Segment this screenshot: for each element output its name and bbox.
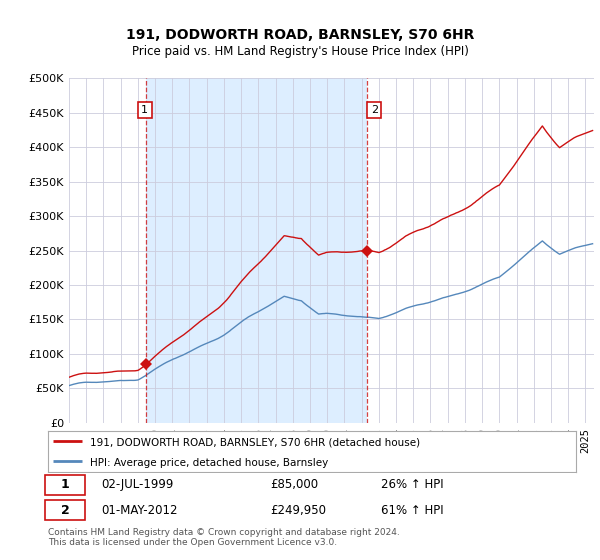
Text: 02-JUL-1999: 02-JUL-1999 <box>101 478 173 492</box>
Text: 26% ↑ HPI: 26% ↑ HPI <box>380 478 443 492</box>
Text: 2: 2 <box>61 503 69 517</box>
Text: 1: 1 <box>141 105 148 115</box>
Text: 191, DODWORTH ROAD, BARNSLEY, S70 6HR: 191, DODWORTH ROAD, BARNSLEY, S70 6HR <box>126 28 474 42</box>
Text: 2: 2 <box>371 105 378 115</box>
Text: £249,950: £249,950 <box>270 503 326 517</box>
Text: 1: 1 <box>61 478 69 492</box>
Bar <box>146 78 367 423</box>
Text: Contains HM Land Registry data © Crown copyright and database right 2024.
This d: Contains HM Land Registry data © Crown c… <box>48 528 400 547</box>
Text: 191, DODWORTH ROAD, BARNSLEY, S70 6HR (detached house): 191, DODWORTH ROAD, BARNSLEY, S70 6HR (d… <box>90 437 421 447</box>
Text: HPI: Average price, detached house, Barnsley: HPI: Average price, detached house, Barn… <box>90 458 328 468</box>
FancyBboxPatch shape <box>46 500 85 520</box>
Text: £85,000: £85,000 <box>270 478 318 492</box>
Text: 01-MAY-2012: 01-MAY-2012 <box>101 503 178 517</box>
Text: 61% ↑ HPI: 61% ↑ HPI <box>380 503 443 517</box>
Text: Price paid vs. HM Land Registry's House Price Index (HPI): Price paid vs. HM Land Registry's House … <box>131 45 469 58</box>
FancyBboxPatch shape <box>46 475 85 495</box>
